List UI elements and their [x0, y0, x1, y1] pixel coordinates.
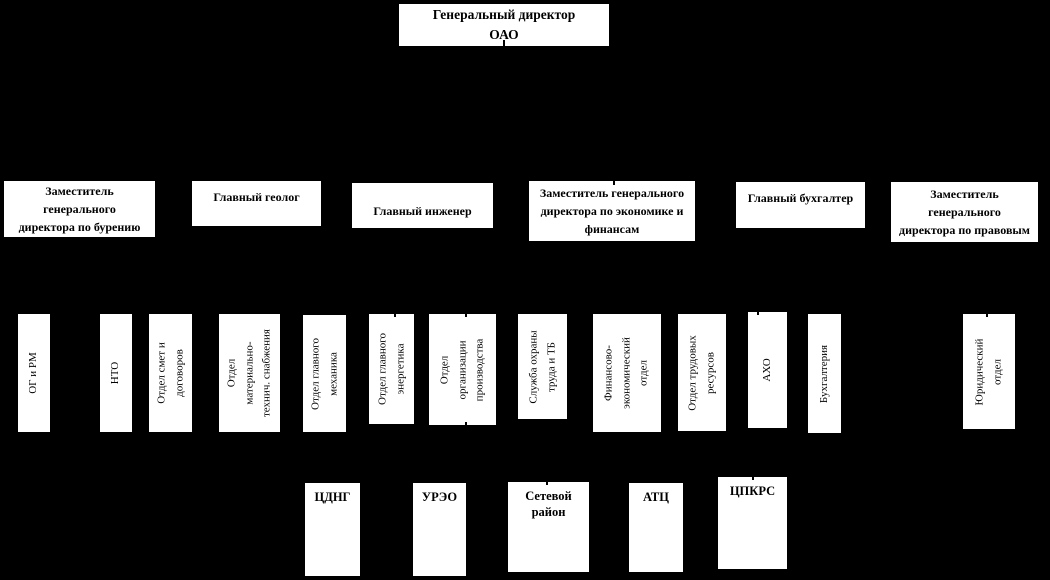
connector-tick: [986, 313, 988, 317]
box-general-director: Генеральный директор ОАО: [398, 3, 610, 47]
box-estimates-contracts: Отдел смет и договоров: [148, 313, 193, 433]
box-aho: АХО: [747, 311, 788, 429]
box-ureo: УРЭО: [412, 482, 467, 577]
box-legal-dept: Юридический отдел: [962, 313, 1016, 430]
box-deputy-drilling: Заместитель генерального директора по бу…: [3, 180, 156, 238]
box-aho-label: АХО: [760, 358, 773, 382]
box-tsdng: ЦДНГ: [304, 482, 361, 577]
box-chief-accountant: Главный бухгалтер: [735, 181, 866, 229]
box-labor-safety-label: Служба охраны труда и ТБ: [526, 329, 557, 404]
box-accounting-dept-label: Бухгалтерия: [817, 344, 830, 403]
box-nto-label: НТО: [109, 361, 122, 385]
box-estimates-contracts-label: Отдел смет и договоров: [154, 342, 185, 404]
connector-tick: [465, 313, 467, 317]
box-nto: НТО: [99, 313, 133, 433]
connector-tick: [503, 40, 505, 47]
connector-tick: [752, 476, 754, 480]
box-og-i-rm: ОГ и РМ: [17, 313, 51, 433]
box-accounting-dept: Бухгалтерия: [807, 313, 842, 434]
box-deputy-economics-finance: Заместитель генерального директора по эк…: [528, 180, 696, 242]
box-labor-resources-dept: Отдел трудовых ресурсов: [677, 313, 727, 432]
box-chief-power-dept: Отдел главного энергетика: [368, 313, 415, 425]
box-atc: АТЦ: [628, 482, 684, 573]
box-chief-geologist: Главный геолог: [191, 180, 322, 227]
box-production-org-dept: Отдел организации производства: [428, 313, 497, 426]
box-production-org-dept-label: Отдел организации производства: [438, 338, 486, 401]
box-og-i-rm-label: ОГ и РМ: [27, 352, 40, 394]
box-legal-dept-label: Юридический отдел: [973, 338, 1003, 405]
box-chief-mechanic-dept: Отдел главного механика: [302, 314, 347, 433]
box-network-district: Сетевой район: [507, 481, 590, 573]
connector-tick: [613, 180, 615, 185]
box-material-supply: Отдел материально- технич. снабжения: [218, 313, 281, 433]
connector-tick: [394, 313, 396, 317]
box-chief-mechanic-dept-label: Отдел главного механика: [308, 337, 339, 410]
box-chief-engineer: Главный инженер: [351, 182, 494, 229]
box-labor-resources-dept-label: Отдел трудовых ресурсов: [686, 334, 716, 411]
connector-tick: [546, 481, 548, 485]
box-labor-safety: Служба охраны труда и ТБ: [517, 313, 568, 420]
box-material-supply-label: Отдел материально- технич. снабжения: [225, 329, 273, 417]
box-finance-economic-dept: Финансово- экономический отдел: [592, 313, 662, 433]
box-chief-power-dept-label: Отдел главного энергетика: [375, 333, 406, 405]
box-tspkrs: ЦПКРС: [717, 476, 788, 570]
connector-tick: [465, 422, 467, 426]
connector-tick: [757, 311, 759, 315]
box-finance-economic-dept-label: Финансово- экономический отдел: [602, 337, 650, 409]
box-deputy-legal: Заместитель генерального директора по пр…: [890, 181, 1039, 243]
